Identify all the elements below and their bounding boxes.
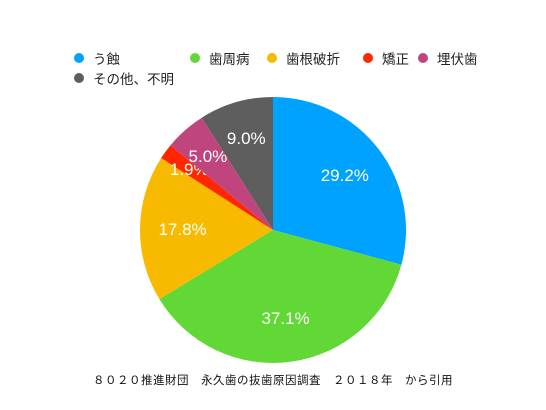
pie-slice	[170, 117, 273, 230]
legend-label: 埋伏歯	[437, 52, 478, 68]
legend-item: 矯正	[363, 48, 409, 68]
legend-label: 歯周病	[209, 52, 250, 68]
legend-marker	[418, 53, 428, 63]
legend-marker	[190, 53, 200, 63]
pie-slice	[140, 158, 273, 300]
legend-label: 矯正	[382, 52, 409, 68]
legend-item: 歯根破折	[267, 48, 340, 68]
pie-slice	[201, 97, 273, 230]
legend-marker	[267, 53, 277, 63]
legend-item: う蝕	[74, 48, 120, 68]
legend-marker	[74, 73, 84, 83]
legend-item: その他、不明	[74, 68, 174, 88]
pie-slice	[273, 97, 406, 265]
slice-value-label: 9.0%	[227, 129, 266, 148]
source-note: ８０２０推進財団 永久歯の抜歯原因調査 ２０１８年 から引用	[93, 373, 453, 387]
slice-value-label: 29.2%	[321, 166, 369, 185]
slice-value-label: 17.8%	[158, 220, 206, 239]
legend-marker	[74, 53, 84, 63]
legend-marker	[363, 53, 373, 63]
pie-slice	[159, 230, 402, 363]
pie-slice	[161, 145, 273, 230]
legend-label: その他、不明	[93, 72, 174, 88]
legend-item: 埋伏歯	[418, 48, 478, 68]
slice-value-label: 5.0%	[189, 147, 228, 166]
legend-label: 歯根破折	[286, 52, 340, 68]
legend-item: 歯周病	[190, 48, 250, 68]
slice-value-label: 37.1%	[261, 309, 309, 328]
legend-label: う蝕	[93, 52, 120, 68]
